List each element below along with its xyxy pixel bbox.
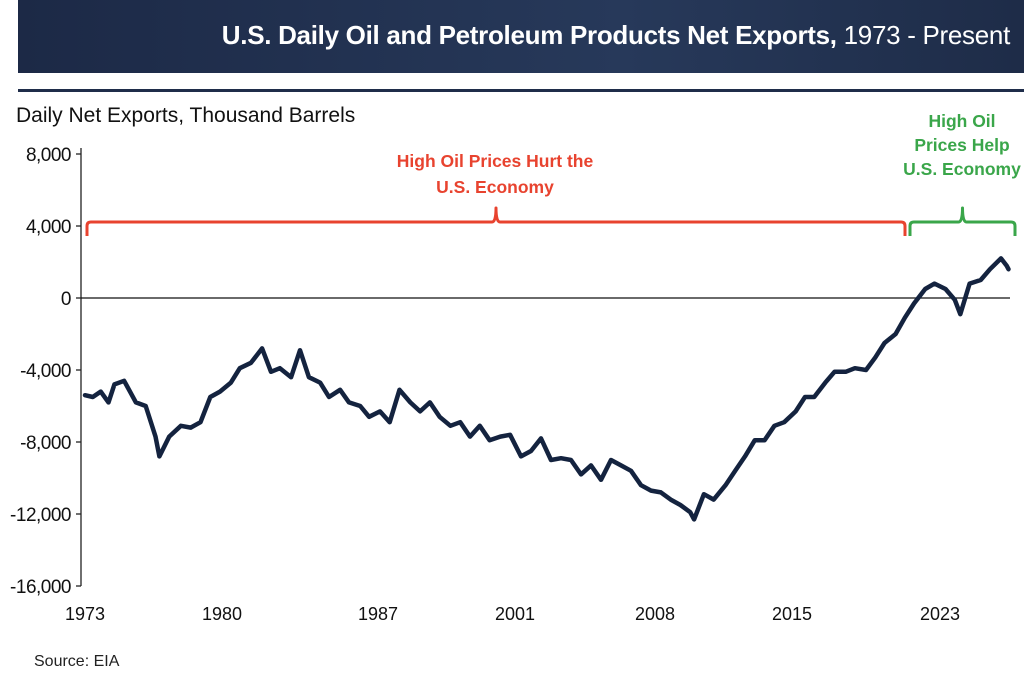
divider [18,89,1024,92]
x-tick-label: 1980 [202,604,242,624]
annotation-help: Prices Help [914,135,1009,155]
bracket-green [908,206,1017,236]
y-tick-label: 4,000 [26,217,71,238]
y-axis-label: Daily Net Exports, Thousand Barrels [16,104,356,127]
y-tick-label: -4,000 [20,361,71,382]
y-tick-label: 8,000 [26,145,71,166]
y-tick-label: -8,000 [20,433,71,454]
y-tick-label: -16,000 [10,577,71,598]
x-tick-label: 2001 [495,604,535,624]
x-tick-label: 1973 [65,604,105,624]
x-tick-label: 1987 [358,604,398,624]
annotation-help: U.S. Economy [903,159,1021,179]
x-tick-label: 2008 [635,604,675,624]
x-tick-label: 2015 [772,604,812,624]
x-tick-label: 2023 [920,604,960,624]
y-tick-label: -12,000 [10,505,71,526]
title-banner: U.S. Daily Oil and Petroleum Products Ne… [18,0,1024,73]
chart-title: U.S. Daily Oil and Petroleum Products Ne… [221,20,1011,50]
annotation-hurt: U.S. Economy [436,177,554,197]
bracket-red [85,206,907,236]
annotation-help: High Oil [928,111,995,131]
net-exports-line [82,256,1011,522]
y-tick-label: 0 [61,289,71,310]
source-note: Source: EIA [34,653,120,670]
annotation-hurt: High Oil Prices Hurt the [397,151,594,171]
